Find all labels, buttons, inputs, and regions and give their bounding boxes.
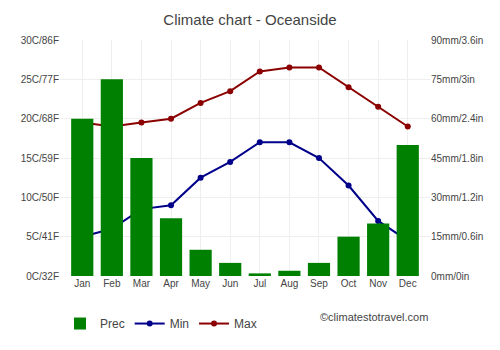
svg-text:15C/59F: 15C/59F [21,153,59,164]
svg-text:Apr: Apr [163,278,179,289]
svg-text:90mm/3.6in: 90mm/3.6in [431,35,483,46]
svg-text:Feb: Feb [103,278,121,289]
svg-text:Nov: Nov [369,278,387,289]
svg-text:Jul: Jul [253,278,266,289]
svg-text:Climate chart - Oceanside: Climate chart - Oceanside [163,11,336,28]
svg-text:Mar: Mar [133,278,151,289]
svg-text:Max: Max [234,317,257,331]
svg-text:0mm/0in: 0mm/0in [431,271,469,282]
svg-text:20C/68F: 20C/68F [21,113,59,124]
svg-text:75mm/3in: 75mm/3in [431,74,475,85]
svg-text:15mm/0.6in: 15mm/0.6in [431,231,483,242]
svg-text:0C/32F: 0C/32F [26,271,59,282]
svg-text:30mm/1.2in: 30mm/1.2in [431,192,483,203]
svg-text:Sep: Sep [310,278,328,289]
svg-text:5C/41F: 5C/41F [26,231,59,242]
svg-text:Jun: Jun [222,278,238,289]
svg-text:Oct: Oct [341,278,357,289]
svg-text:©climatestotravel.com: ©climatestotravel.com [320,311,428,323]
svg-text:10C/50F: 10C/50F [21,192,59,203]
svg-text:May: May [191,278,210,289]
svg-text:Min: Min [170,317,189,331]
svg-text:Prec: Prec [100,317,125,331]
svg-text:Jan: Jan [74,278,90,289]
svg-text:60mm/2.4in: 60mm/2.4in [431,113,483,124]
svg-text:Aug: Aug [280,278,298,289]
svg-text:45mm/1.8in: 45mm/1.8in [431,153,483,164]
svg-text:Dec: Dec [399,278,417,289]
svg-text:30C/86F: 30C/86F [21,35,59,46]
svg-text:25C/77F: 25C/77F [21,74,59,85]
